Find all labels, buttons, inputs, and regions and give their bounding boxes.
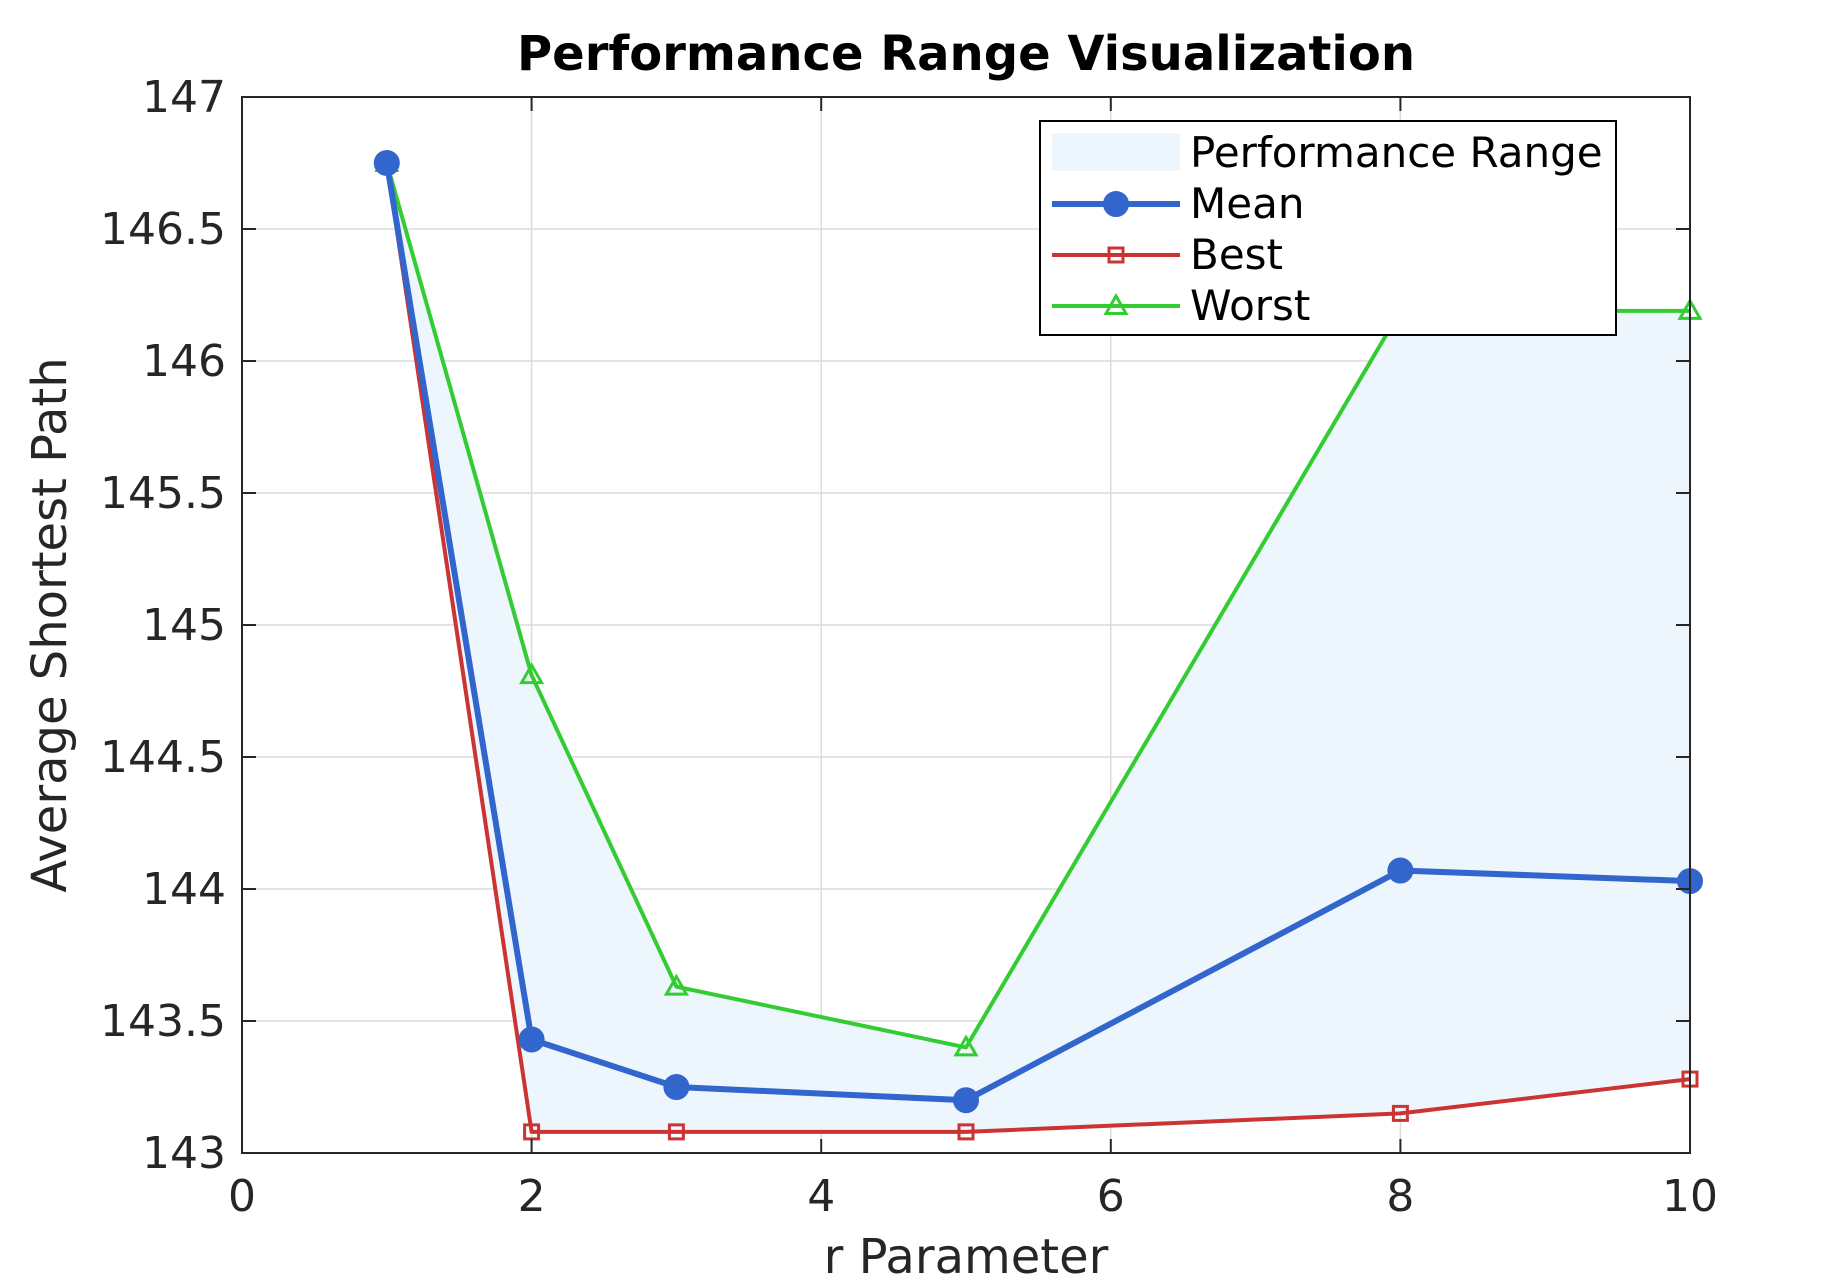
legend-range-swatch <box>1052 133 1180 171</box>
ticks: 0 2 4 6 8 10 143 143.5 144 144.5 145 145.5 146 146.5 1… <box>100 72 1718 1222</box>
legend-item-mean: Mean <box>1052 179 1304 228</box>
legend-marker-best <box>1107 246 1125 264</box>
y-tick-label: 144 <box>142 864 226 915</box>
legend-item-best: Best <box>1052 230 1283 279</box>
mean-point <box>373 150 400 176</box>
legend-item-worst: Worst <box>1052 281 1310 330</box>
y-axis-label: Average Shortest Path <box>22 357 78 892</box>
x-tick-label: 0 <box>228 1171 256 1222</box>
mean-point <box>518 1026 545 1053</box>
chart-title: Performance Range Visualization <box>517 26 1415 82</box>
y-tick-label: 145.5 <box>100 468 226 519</box>
best-line <box>384 162 1691 1134</box>
x-tick-label: 6 <box>1097 1171 1125 1222</box>
mean-point <box>663 1074 690 1100</box>
best-point <box>667 1123 685 1141</box>
worst-point <box>953 1034 979 1057</box>
legend-range-label: Performance Range <box>1190 128 1603 177</box>
x-tick-label: 4 <box>807 1171 835 1222</box>
y-tick-label: 147 <box>142 72 226 123</box>
x-tick-label: 10 <box>1662 1171 1718 1222</box>
legend-label-mean: Mean <box>1190 179 1304 228</box>
y-tick-label: 146.5 <box>100 204 226 255</box>
best-point <box>523 1123 541 1141</box>
legend-label-worst: Worst <box>1190 281 1310 330</box>
y-tick-label: 146 <box>142 336 226 387</box>
best-point <box>957 1123 975 1141</box>
y-tick-label: 145 <box>142 600 226 651</box>
x-tick-label: 8 <box>1386 1171 1414 1222</box>
y-tick-label: 143 <box>142 1128 226 1179</box>
x-axis-label: r Parameter <box>824 1229 1109 1281</box>
mean-line <box>383 162 1691 1104</box>
y-tick-label: 144.5 <box>100 732 226 783</box>
worst-point <box>519 662 545 685</box>
y-tick-label: 143.5 <box>100 996 226 1047</box>
best-point <box>1391 1104 1409 1122</box>
legend-marker-worst <box>1103 292 1129 315</box>
x-tick-label: 2 <box>518 1171 546 1222</box>
series-mean <box>373 150 1703 1114</box>
legend-label-best: Best <box>1190 230 1283 279</box>
mean-point <box>1387 857 1414 884</box>
mean-point <box>953 1087 979 1114</box>
legend-marker-mean <box>1103 191 1129 217</box>
worst-point <box>663 973 689 996</box>
